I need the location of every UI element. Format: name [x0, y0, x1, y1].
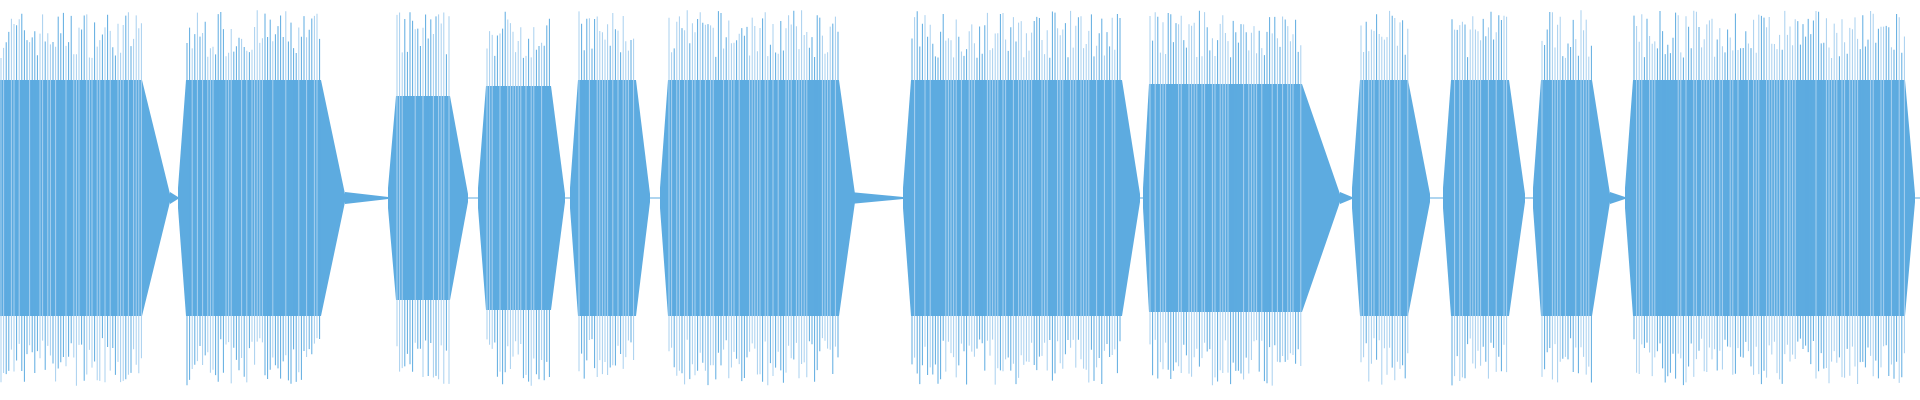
waveform-segment: [178, 80, 345, 316]
waveform-tail: [345, 192, 388, 204]
waveform-tail: [1610, 192, 1625, 204]
waveform-peaks: [0, 10, 1905, 386]
waveform-tail: [1340, 192, 1352, 204]
waveform-segment: [478, 86, 565, 310]
waveform-segment: [0, 80, 170, 316]
waveform-segment: [1443, 80, 1525, 316]
waveform-tail: [850, 192, 903, 204]
waveform-segment: [1625, 80, 1915, 316]
waveform-tail: [170, 192, 178, 204]
waveform-envelopes: [0, 80, 1915, 316]
